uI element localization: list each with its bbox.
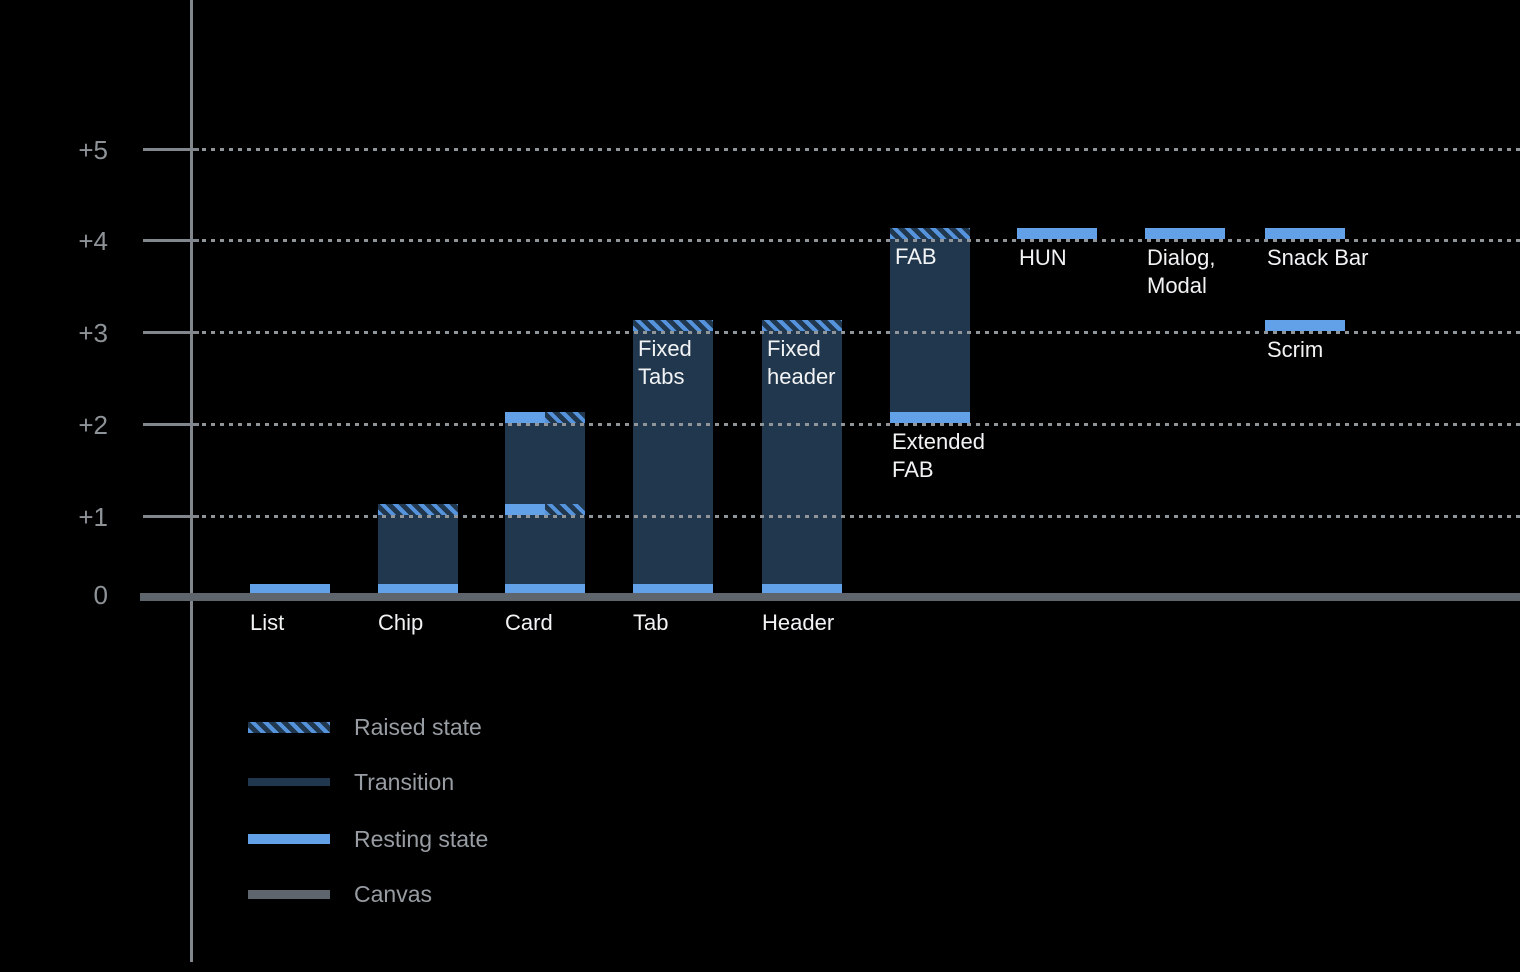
- legend-label-raised: Raised state: [354, 714, 482, 740]
- y-axis-line: [190, 0, 193, 962]
- bar-card-split-raised: [545, 411, 585, 423]
- axis-label-list: List: [250, 610, 285, 635]
- axis-label-header: Header: [762, 610, 835, 635]
- axis-label-tab: Tab: [633, 610, 669, 635]
- axis-tick-level-4: [143, 239, 199, 242]
- legend-label-transition: Transition: [354, 769, 455, 795]
- gridline-level-4: [202, 239, 1520, 242]
- bar-header-segment-resting: [762, 583, 842, 593]
- axis-tick-level-3: [143, 331, 199, 334]
- bar-tab-segment-transition: [633, 331, 713, 584]
- bar-card-split-resting: [505, 503, 545, 515]
- legend-swatch-canvas: [248, 889, 330, 899]
- below-label-hun: HUN: [1019, 245, 1067, 270]
- gridline-level-3: [202, 331, 1520, 334]
- bar-tab-segment-resting: [633, 583, 713, 593]
- legend-label-resting: Resting state: [354, 826, 489, 852]
- y-axis-label-3: +3: [78, 318, 108, 348]
- bar-card-segment-resting: [505, 583, 585, 593]
- inside-label-tab: Fixed Tabs: [638, 336, 692, 389]
- bar-snack-bar-segment-resting: [1265, 228, 1345, 239]
- gridline-level-5: [202, 148, 1520, 151]
- gridline-level-1: [202, 515, 1520, 518]
- bar-card-split-raised: [545, 503, 585, 515]
- bar-chip-segment-resting: [378, 583, 458, 593]
- below-label-dialog-modal: Dialog, Modal: [1147, 245, 1216, 298]
- bar-card-segment-split: [505, 411, 585, 423]
- below-label-scrim: Scrim: [1267, 337, 1324, 362]
- axis-tick-level-1: [143, 515, 199, 518]
- bar-card-segment-transition: [505, 515, 585, 584]
- bar-fab-segment-resting: [890, 411, 970, 423]
- bar-card-segment-transition: [505, 423, 585, 504]
- legend-label-canvas: Canvas: [354, 881, 432, 907]
- bar-chip-segment-transition: [378, 515, 458, 584]
- axis-tick-level-2: [143, 423, 199, 426]
- bar-hun-segment-resting: [1017, 228, 1097, 239]
- bar-fab-segment-transition: [890, 239, 970, 412]
- canvas-line: [140, 593, 1520, 601]
- y-axis-label-4: +4: [78, 226, 108, 256]
- bar-chip-segment-raised: [378, 503, 458, 515]
- bar-header-segment-raised: [762, 319, 842, 331]
- axis-label-card: Card: [505, 610, 553, 635]
- axis-tick-level-5: [143, 148, 199, 151]
- bar-fab-segment-raised: [890, 228, 970, 239]
- y-axis-label-2: +2: [78, 410, 108, 440]
- axis-label-chip: Chip: [378, 610, 424, 635]
- bar-card-segment-split: [505, 503, 585, 515]
- legend-swatch-transition: [248, 778, 330, 786]
- inside-label-header: Fixed header: [767, 336, 836, 389]
- bar-card-split-resting: [505, 411, 545, 423]
- y-axis-label-5: +5: [78, 135, 108, 165]
- bar-dialog-modal-segment-resting: [1145, 228, 1225, 239]
- bar-scrim-segment-resting: [1265, 319, 1345, 331]
- bar-list-segment-resting: [250, 583, 330, 593]
- y-axis-label-1: +1: [78, 502, 108, 532]
- below-label-snack-bar: Snack Bar: [1267, 245, 1369, 270]
- bar-tab-segment-raised: [633, 319, 713, 331]
- inside-label-fab: FAB: [895, 244, 937, 269]
- gridline-level-2: [202, 423, 1520, 426]
- below-label-fab: Extended FAB: [892, 429, 985, 482]
- y-axis-label-0: 0: [93, 580, 108, 610]
- bar-header-segment-transition: [762, 331, 842, 584]
- legend-swatch-raised: [248, 721, 330, 733]
- legend-swatch-resting: [248, 834, 330, 844]
